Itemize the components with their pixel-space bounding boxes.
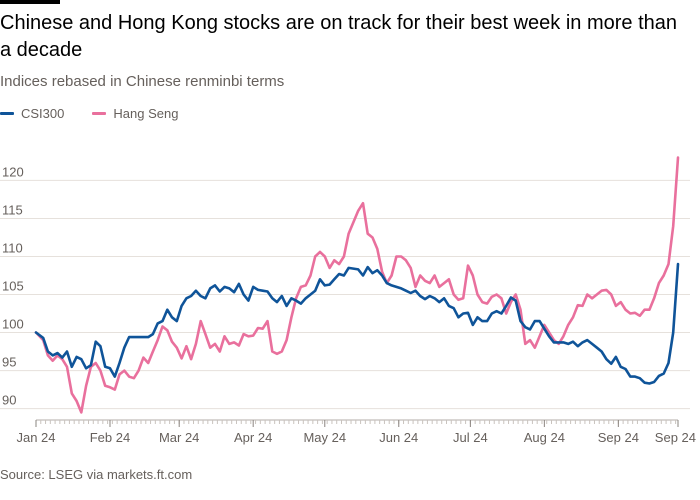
legend-swatch-hang-seng xyxy=(92,112,107,115)
x-tick-label-2: Mar 24 xyxy=(159,430,199,445)
chart-subtitle: Indices rebased in Chinese renminbi term… xyxy=(0,73,285,90)
x-tick-label-3: Apr 24 xyxy=(234,430,272,445)
x-tick-label-0: Jan 24 xyxy=(16,430,55,445)
y-tick-label-120: 120 xyxy=(2,164,24,179)
x-tick-label-4: May 24 xyxy=(303,430,346,445)
y-tick-label-90: 90 xyxy=(2,393,16,408)
y-tick-label-110: 110 xyxy=(2,240,23,255)
y-tick-label-100: 100 xyxy=(2,317,24,332)
series-line-csi300 xyxy=(34,262,680,385)
x-tick-label-1: Feb 24 xyxy=(90,430,130,445)
chart-legend: CSI300 Hang Seng xyxy=(0,106,206,121)
x-tick-label-8: Sep 24 xyxy=(598,430,639,445)
chart-title: Chinese and Hong Kong stocks are on trac… xyxy=(0,12,678,61)
x-tick-label-7: Aug 24 xyxy=(524,430,565,445)
y-tick-label-115: 115 xyxy=(2,202,23,217)
chart-source: Source: LSEG via markets.ft.com xyxy=(0,467,193,482)
x-tick-label-6: Jul 24 xyxy=(453,430,488,445)
legend-item-csi300: CSI300 xyxy=(0,106,64,121)
x-tick-label-9: Sep 24 xyxy=(655,430,696,445)
legend-label-hang-seng: Hang Seng xyxy=(113,106,179,121)
y-tick-label-95: 95 xyxy=(2,355,16,370)
x-tick-label-5: Jun 24 xyxy=(379,430,418,445)
series-line-hang-seng xyxy=(34,156,680,414)
y-tick-label-105: 105 xyxy=(2,279,24,294)
ft-brand-bar xyxy=(0,0,60,4)
legend-item-hang-seng: Hang Seng xyxy=(92,106,178,121)
legend-label-csi300: CSI300 xyxy=(21,106,65,121)
legend-swatch-csi300 xyxy=(0,112,14,115)
